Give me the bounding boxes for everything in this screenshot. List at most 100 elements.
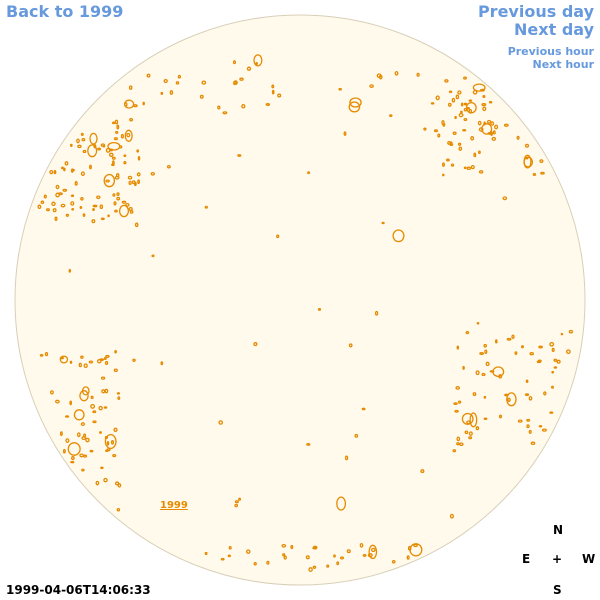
magnetic-feature (160, 361, 164, 366)
magnetic-feature (70, 201, 75, 206)
back-to-year-link[interactable]: Back to 1999 (6, 2, 124, 21)
magnetic-feature (368, 544, 378, 560)
magnetic-feature (246, 549, 251, 554)
next-day-link[interactable]: Next day (514, 20, 594, 39)
magnetic-feature (232, 60, 237, 65)
magnetic-feature (60, 203, 66, 208)
magnetic-feature (458, 112, 464, 118)
sun-disc (14, 14, 586, 586)
magnetic-feature (490, 121, 495, 126)
magnetic-feature (551, 370, 555, 374)
magnetic-feature (59, 431, 63, 436)
magnetic-feature (317, 307, 322, 311)
magnetic-feature (128, 85, 133, 90)
magnetic-feature (290, 544, 294, 550)
magnetic-feature (483, 395, 487, 399)
magnetic-feature (488, 100, 493, 104)
magnetic-feature (391, 559, 396, 564)
magnetic-feature (312, 565, 317, 569)
magnetic-feature (453, 402, 458, 405)
magnetic-feature (134, 222, 139, 228)
magnetic-feature (204, 205, 208, 209)
magnetic-feature (381, 221, 385, 225)
magnetic-feature (271, 84, 275, 89)
magnetic-feature (55, 184, 60, 190)
magnetic-feature (51, 201, 56, 207)
magnetic-feature (447, 140, 452, 145)
magnetic-feature (441, 120, 445, 126)
magnetic-feature (482, 106, 487, 112)
magnetic-feature (457, 90, 462, 95)
magnetic-feature (526, 424, 530, 429)
previous-day-link[interactable]: Previous day (477, 2, 594, 21)
magnetic-feature (89, 164, 92, 170)
magnetic-feature (553, 366, 558, 369)
magnetic-feature (88, 360, 94, 364)
magnetic-feature (82, 149, 87, 154)
magnetic-feature (92, 410, 97, 414)
magnetic-feature (306, 442, 311, 446)
magnetic-feature (430, 102, 435, 105)
magnetic-feature (112, 193, 116, 197)
magnetic-feature (55, 192, 60, 198)
compass-west: W (582, 552, 596, 566)
magnetic-feature (136, 149, 140, 153)
magnetic-feature (62, 188, 68, 192)
magnetic-feature (528, 429, 532, 434)
magnetic-feature (78, 362, 82, 368)
magnetic-feature (81, 468, 85, 472)
magnetic-feature (476, 321, 480, 325)
magnetic-feature (568, 329, 574, 334)
magnetic-feature (115, 173, 120, 178)
magnetic-feature (128, 206, 133, 212)
magnetic-feature (524, 143, 530, 148)
magnetic-feature (506, 337, 512, 341)
magnetic-feature (100, 217, 105, 221)
magnetic-feature (539, 159, 544, 163)
magnetic-feature (234, 500, 239, 504)
magnetic-feature (339, 556, 345, 560)
magnetic-feature (394, 70, 399, 76)
magnetic-feature (445, 158, 450, 162)
magnetic-feature (233, 80, 238, 85)
magnetic-feature (494, 339, 498, 344)
magnetic-feature (478, 127, 484, 132)
magnetic-feature (253, 562, 257, 566)
magnetic-feature (127, 175, 133, 180)
year-marker-label[interactable]: 1999 (160, 500, 188, 511)
magnetic-feature (59, 356, 64, 360)
magnetic-feature (96, 358, 102, 364)
magnetic-feature (451, 97, 456, 103)
magnetic-feature (83, 433, 87, 438)
magnetic-feature (125, 202, 130, 207)
magnetic-feature (413, 543, 418, 548)
magnetic-feature (484, 349, 488, 354)
magnetic-feature (473, 152, 477, 158)
magnetic-feature (111, 156, 116, 160)
magnetic-feature (409, 543, 423, 557)
magnetic-feature (237, 154, 242, 157)
magnetic-feature (362, 553, 367, 557)
magnetic-feature (482, 95, 486, 98)
magnetic-feature (89, 449, 94, 453)
magnetic-feature (46, 208, 50, 212)
magnetic-feature (460, 110, 463, 114)
magnetic-feature (549, 411, 554, 414)
previous-hour-link[interactable]: Previous hour (507, 45, 594, 58)
magnetic-feature (96, 195, 101, 200)
magnetic-feature (114, 350, 117, 354)
next-hour-link[interactable]: Next hour (532, 58, 595, 71)
magnetic-feature (255, 62, 258, 66)
magnetic-feature (312, 546, 318, 550)
magnetic-feature (498, 414, 503, 419)
magnetic-feature (166, 164, 171, 169)
magnetic-feature (101, 389, 106, 394)
magnetic-feature (472, 392, 477, 397)
magnetic-feature (106, 440, 110, 446)
magnetic-feature (116, 124, 120, 130)
magnetic-feature (553, 358, 558, 362)
magnetic-feature (333, 554, 336, 558)
magnetic-feature (448, 90, 453, 94)
magnetic-feature (163, 78, 168, 84)
magnetic-feature (483, 417, 488, 421)
